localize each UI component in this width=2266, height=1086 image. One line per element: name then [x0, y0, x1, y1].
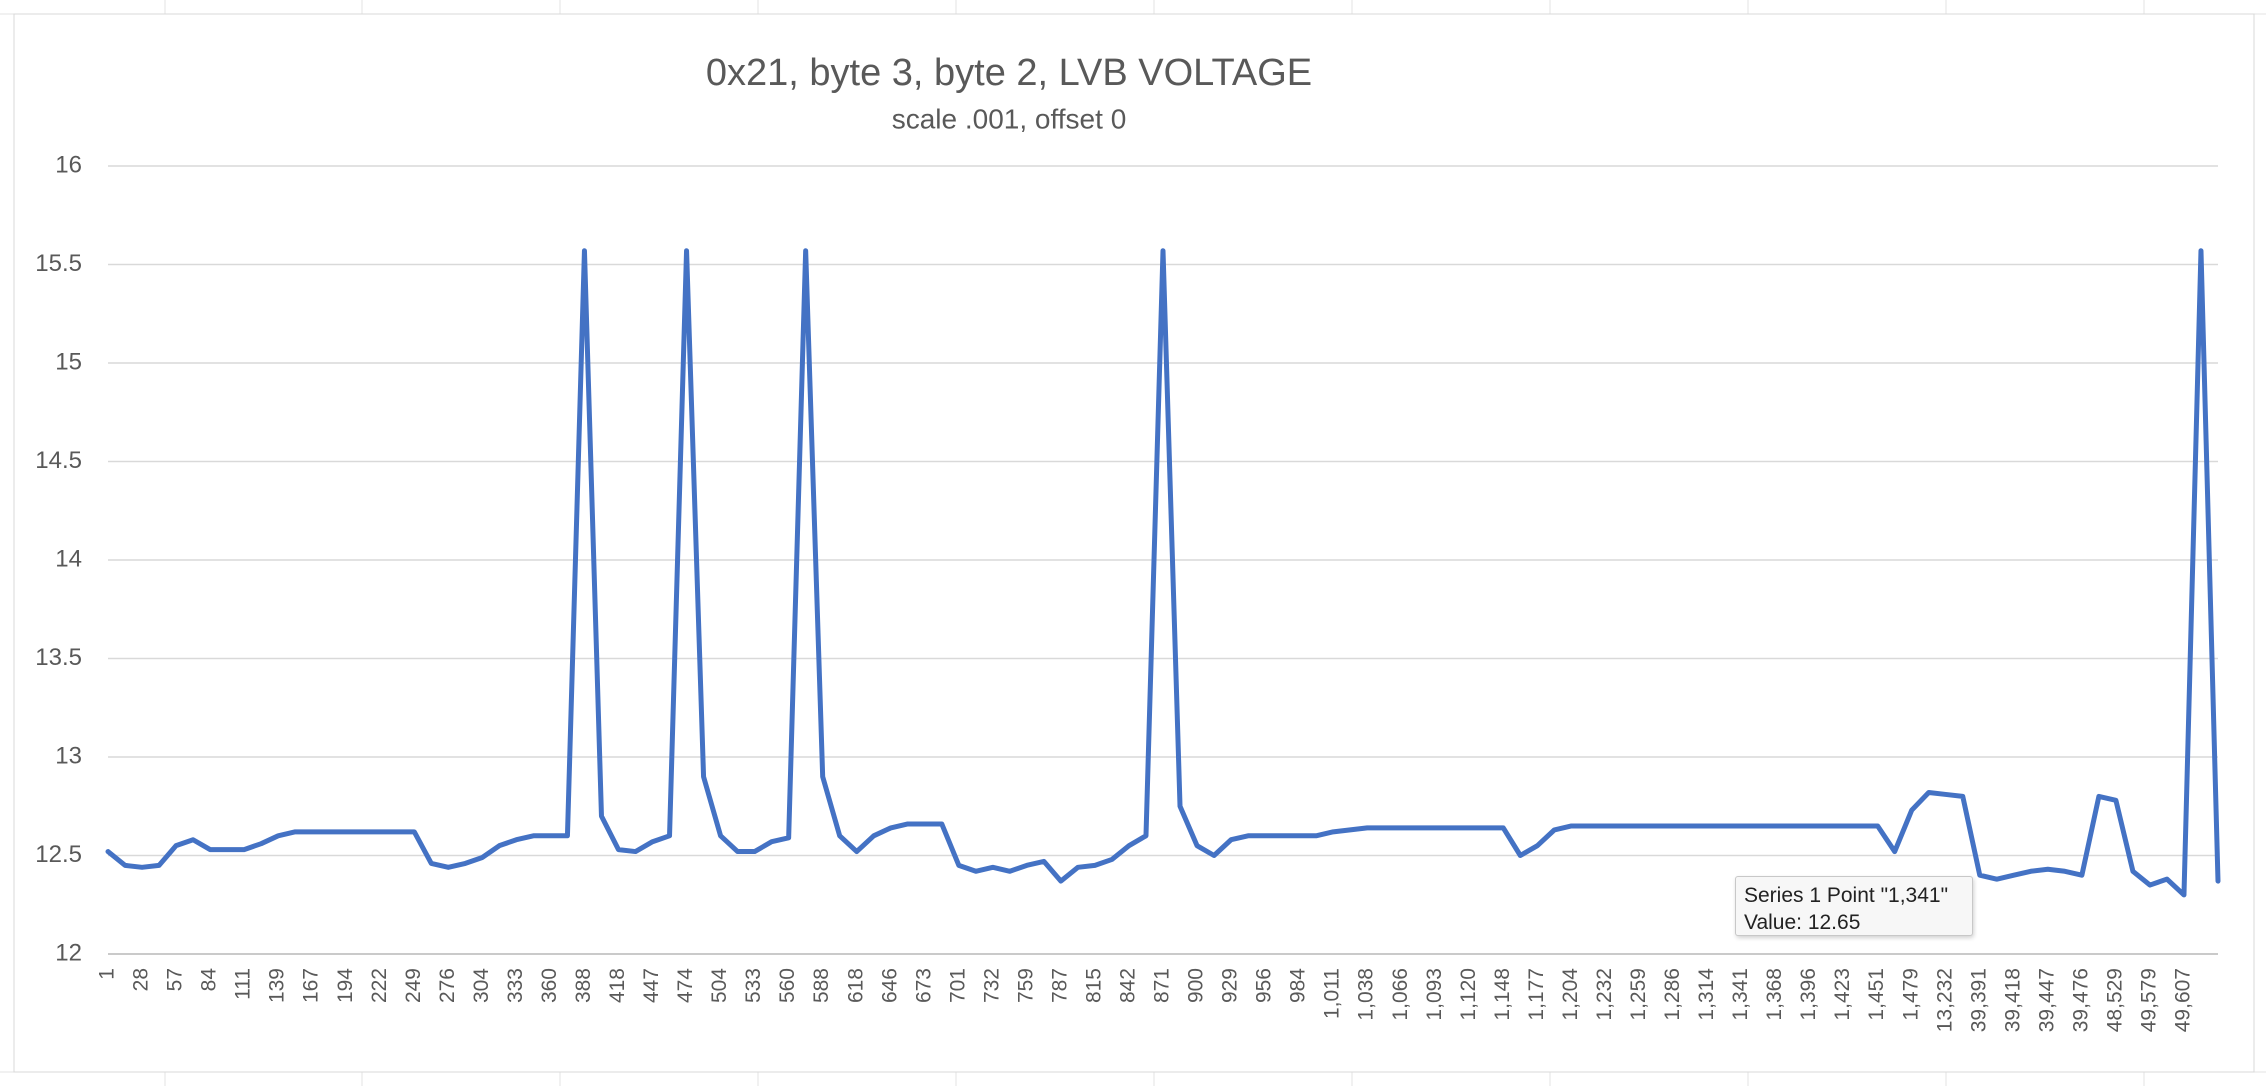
- x-tick-label: 139: [266, 968, 289, 1003]
- tooltip-value: Value: 12.65: [1744, 911, 1861, 934]
- y-tick-label: 12.5: [35, 841, 82, 868]
- x-tick-label: 474: [674, 968, 697, 1003]
- x-tick-label: 1,038: [1355, 968, 1378, 1021]
- x-tick-label: 1,066: [1389, 968, 1412, 1021]
- chart-subtitle: scale .001, offset 0: [892, 103, 1127, 134]
- y-tick-label: 15: [55, 348, 82, 375]
- x-tick-label: 929: [1219, 968, 1242, 1003]
- x-tick-label: 418: [606, 968, 629, 1003]
- x-tick-label: 1,148: [1491, 968, 1514, 1021]
- x-tick-label: 39,476: [2069, 968, 2092, 1032]
- y-tick-label: 16: [55, 151, 82, 178]
- y-tick-label: 14: [55, 545, 82, 572]
- x-tick-label: 276: [436, 968, 459, 1003]
- x-tick-label: 1,259: [1627, 968, 1650, 1021]
- x-tick-label: 900: [1185, 968, 1208, 1003]
- x-tick-label: 84: [198, 968, 221, 992]
- x-tick-label: 194: [334, 968, 357, 1003]
- x-tick-label: 333: [504, 968, 527, 1003]
- x-tick-label: 1,093: [1423, 968, 1446, 1021]
- chart-title: 0x21, byte 3, byte 2, LVB VOLTAGE: [706, 52, 1312, 94]
- x-tick-label: 28: [130, 968, 153, 991]
- x-tick-label: 871: [1151, 968, 1174, 1003]
- x-tick-label: 1,396: [1797, 968, 1820, 1021]
- y-tick-label: 13: [55, 742, 82, 769]
- x-tick-label: 1,423: [1831, 968, 1854, 1021]
- data-line: [105, 248, 2221, 898]
- x-tick-label: 1,451: [1865, 968, 1888, 1021]
- tooltip: Series 1 Point "1,341" Value: 12.65: [1735, 876, 1973, 936]
- x-tick-label: 787: [1048, 968, 1071, 1003]
- x-tick-label: 1,368: [1763, 968, 1786, 1021]
- x-tick-label: 388: [572, 968, 595, 1003]
- x-tick-label: 111: [232, 968, 255, 1000]
- x-tick-label: 560: [776, 968, 799, 1003]
- x-tick-label: 759: [1014, 968, 1037, 1003]
- x-tick-label: 49,579: [2137, 968, 2160, 1032]
- x-tick-label: 57: [164, 968, 187, 991]
- x-tick-label: 1,341: [1729, 968, 1752, 1021]
- x-tick-label: 167: [300, 968, 323, 1003]
- x-tick-label: 1,204: [1559, 968, 1582, 1021]
- tooltip-title: Series 1 Point "1,341": [1744, 884, 1949, 907]
- x-tick-label: 49,607: [2172, 968, 2195, 1032]
- x-tick-label: 48,529: [2103, 968, 2126, 1032]
- x-tick-label: 1,314: [1695, 968, 1718, 1021]
- x-tick-label: 249: [402, 968, 425, 1003]
- x-tick-label: 1,232: [1593, 968, 1616, 1021]
- y-tick-label: 15.5: [35, 250, 82, 277]
- y-tick-label: 14.5: [35, 447, 82, 474]
- y-tick-label: 13.5: [35, 644, 82, 671]
- x-tick-label: 673: [912, 968, 935, 1003]
- x-tick-label: 1,286: [1661, 968, 1684, 1021]
- x-tick-label: 1,177: [1525, 968, 1548, 1021]
- x-tick-label: 618: [844, 968, 867, 1003]
- x-tick-label: 222: [368, 968, 391, 1003]
- x-tick-label: 588: [810, 968, 833, 1003]
- x-tick-label: 1,479: [1899, 968, 1922, 1021]
- x-tick-label: 815: [1082, 968, 1105, 1003]
- x-tick-label: 360: [538, 968, 561, 1003]
- x-tick-label: 1,120: [1457, 968, 1480, 1021]
- x-tick-label: 533: [742, 968, 765, 1003]
- x-tick-label: 1,011: [1321, 968, 1344, 1019]
- x-tick-label: 842: [1117, 968, 1140, 1003]
- x-tick-label: 956: [1253, 968, 1276, 1003]
- x-tick-label: 39,447: [2035, 968, 2058, 1032]
- x-tick-label: 447: [640, 968, 663, 1003]
- x-tick-label: 39,418: [2001, 968, 2024, 1032]
- x-tick-label: 1: [96, 968, 119, 980]
- x-tick-label: 646: [878, 968, 901, 1003]
- x-tick-label: 504: [708, 968, 731, 1003]
- y-tick-label: 12: [55, 939, 82, 966]
- x-tick-label: 984: [1287, 968, 1310, 1003]
- x-tick-label: 39,391: [1967, 968, 1990, 1032]
- x-tick-label: 701: [946, 968, 969, 1003]
- x-tick-label: 732: [980, 968, 1003, 1003]
- x-tick-label: 13,232: [1933, 968, 1956, 1032]
- x-tick-label: 304: [470, 968, 493, 1003]
